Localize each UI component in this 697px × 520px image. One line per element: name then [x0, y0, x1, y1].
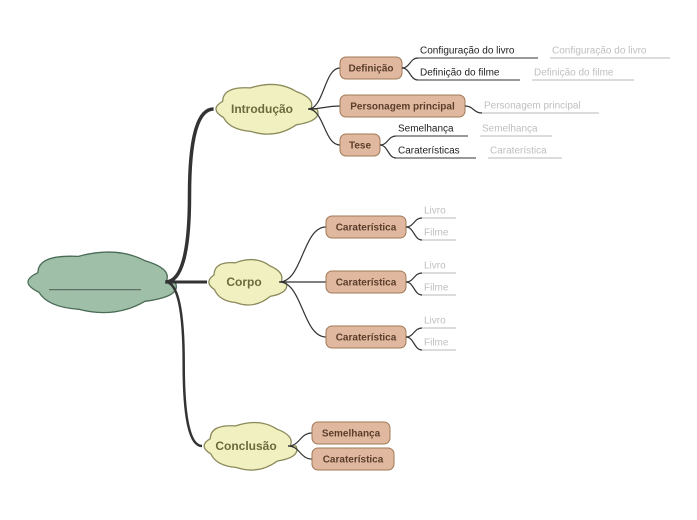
sub-branch [406, 282, 422, 295]
leaf-car1-0-ghost: Livro [424, 206, 446, 217]
pill-car1: Caraterística [326, 216, 406, 238]
sub-branch [402, 58, 418, 68]
pill-car1-label: Caraterística [336, 223, 397, 234]
sub-branch [308, 68, 340, 109]
leaf-car1-1-ghost: Filme [424, 228, 449, 239]
pill-personagem-label: Personagem principal [350, 102, 455, 113]
sub-branch [406, 218, 422, 227]
sub-branch [406, 227, 422, 240]
leaf-definicao-0-ghost: Configuração do livro [552, 46, 647, 57]
pill-car3-label: Caraterística [336, 333, 397, 344]
sub-branch [406, 328, 422, 337]
sub-branch [380, 136, 396, 145]
leaf-car3-1-ghost: Filme [424, 338, 449, 349]
pill-tese-label: Tese [349, 141, 371, 152]
root-placeholder: _______________ [48, 279, 142, 291]
branch-curve [165, 282, 202, 446]
pill-car-label: Caraterística [323, 455, 384, 466]
sub-branch [465, 106, 482, 113]
sub-branch [406, 273, 422, 282]
cloud-conclusao-label: Conclusão [215, 439, 276, 453]
leaf-tese-1-ghost: Caraterística [490, 146, 547, 157]
sub-branch [279, 282, 326, 337]
sub-branch [406, 337, 422, 350]
leaf-car2-1-ghost: Filme [424, 283, 449, 294]
sub-branch [402, 68, 418, 80]
pill-car3: Caraterística [326, 326, 406, 348]
pill-tese: Tese [340, 134, 380, 156]
cloud-intro-label: Introdução [231, 102, 293, 116]
pill-definicao-label: Definição [348, 64, 393, 75]
pill-sem: Semelhança [312, 422, 390, 444]
leaf-definicao-1-label: Definição do filme [420, 68, 500, 79]
leaf-car3-0-ghost: Livro [424, 316, 446, 327]
cloud-intro: Introdução [216, 84, 318, 134]
sub-branch [279, 227, 326, 282]
pill-personagem: Personagem principal [340, 95, 465, 117]
leaf-tese-0-label: Semelhança [398, 124, 454, 135]
pill-sem-label: Semelhança [322, 429, 381, 440]
leaf-car2-0-ghost: Livro [424, 261, 446, 272]
cloud-conclusao: Conclusão [204, 422, 297, 470]
pill-car2-label: Caraterística [336, 278, 397, 289]
leaf-personagem-0-ghost: Personagem principal [484, 101, 581, 112]
branch-curve [165, 109, 213, 282]
pill-car: Caraterística [312, 448, 394, 470]
sub-branch [380, 145, 396, 158]
cloud-corpo: Corpo [209, 260, 287, 305]
leaf-definicao-1-ghost: Definição do filme [534, 68, 614, 79]
pill-definicao: Definição [340, 57, 402, 79]
leaf-tese-0-ghost: Semelhança [482, 124, 538, 135]
leaf-definicao-0-label: Configuração do livro [420, 46, 515, 57]
pill-car2: Caraterística [326, 271, 406, 293]
leaf-tese-1-label: Caraterísticas [398, 146, 460, 157]
cloud-corpo-label: Corpo [226, 275, 261, 289]
